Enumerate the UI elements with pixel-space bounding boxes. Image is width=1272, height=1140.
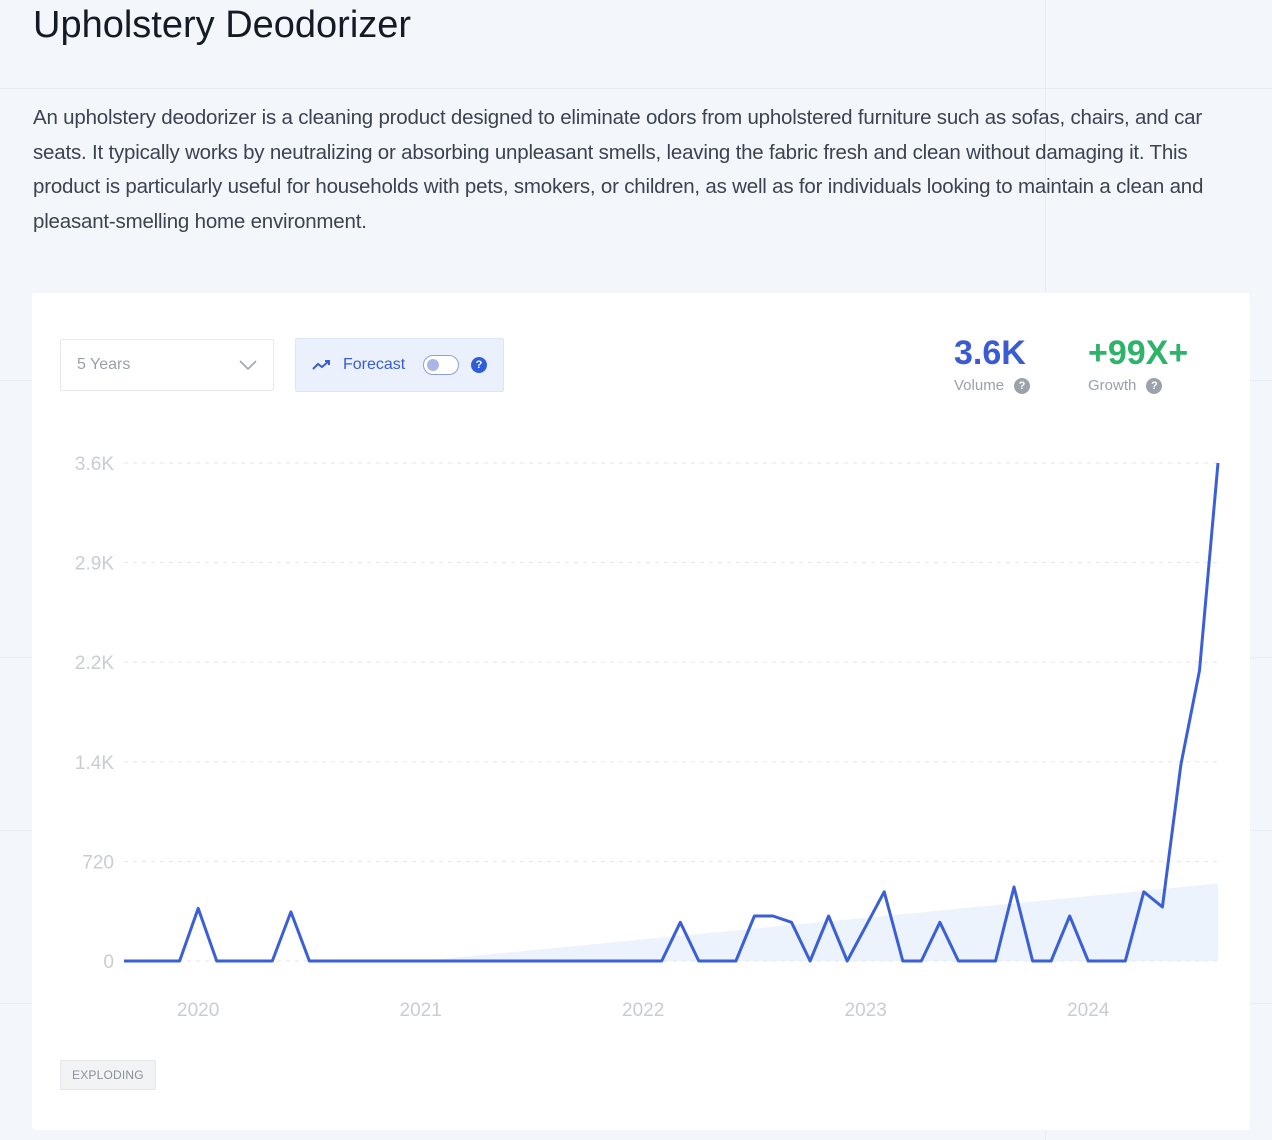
line-chart: 0 720 1.4K 2.2K 2.9K 3.6K 2020 2021 2022 2023 2024: [75, 454, 1222, 1021]
chevron-down-icon: [239, 360, 257, 370]
forecast-trend-area: [420, 883, 1218, 961]
growth-stat: +99X+ Growth?: [1088, 333, 1188, 394]
y-tick-label: 2.9K: [75, 554, 114, 575]
series-line: [124, 462, 1220, 963]
x-tick-label: 2023: [845, 1000, 887, 1021]
description: An upholstery deodorizer is a cleaning p…: [33, 106, 1204, 233]
forecast-toggle-button[interactable]: Forecast ?: [295, 338, 504, 392]
y-tick-label: 3.6K: [75, 454, 114, 475]
trending-up-icon: [312, 360, 330, 370]
help-icon[interactable]: ?: [1014, 377, 1031, 394]
volume-value: 3.6K: [954, 334, 1026, 372]
volume-label: Volume: [954, 377, 1005, 394]
help-icon[interactable]: ?: [1146, 377, 1163, 394]
x-tick-label: 2022: [622, 1000, 664, 1021]
page-title: Upholstery Deodorizer: [33, 4, 412, 46]
time-range-select[interactable]: 5 Years: [60, 339, 274, 391]
status-badge: EXPLODING: [60, 1060, 156, 1090]
background-grid-line: [0, 88, 1272, 89]
x-tick-label: 2020: [177, 1000, 219, 1021]
growth-label: Growth: [1088, 377, 1137, 394]
time-range-value: 5 Years: [77, 356, 131, 373]
x-tick-label: 2024: [1067, 1000, 1110, 1021]
growth-value: +99X+: [1088, 334, 1189, 372]
volume-stat: 3.6K Volume?: [954, 333, 1031, 394]
help-icon[interactable]: ?: [471, 357, 487, 373]
x-tick-label: 2021: [400, 1000, 442, 1021]
forecast-label: Forecast: [343, 356, 406, 373]
y-tick-label: 720: [82, 852, 114, 873]
forecast-toggle[interactable]: [423, 355, 459, 375]
y-tick-label: 1.4K: [75, 753, 114, 774]
y-tick-label: 2.2K: [75, 653, 114, 674]
y-tick-label: 0: [103, 952, 114, 973]
trend-chart-card: 5 Years Forecast ? 3.6K Volume? +99X+ Gr…: [32, 293, 1250, 1130]
